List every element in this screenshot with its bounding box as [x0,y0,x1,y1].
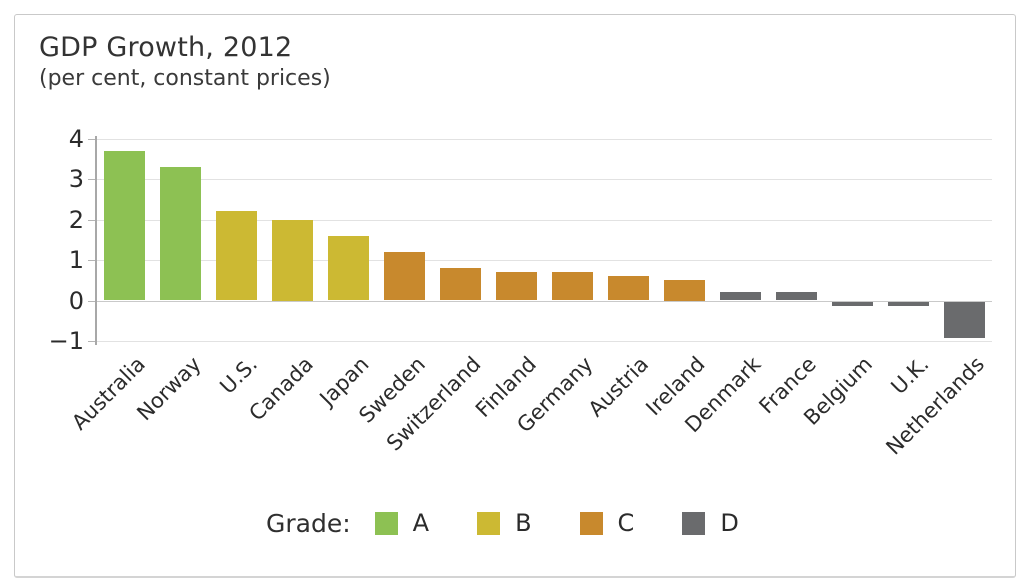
bar-austria [607,276,649,301]
bar-germany [551,272,593,301]
bar-norway [160,166,202,301]
bar-japan [328,235,370,301]
legend-item-grade-d: D [682,509,739,537]
y-tick-mark [88,138,97,140]
bar-u-k [887,301,929,306]
y-axis-tick-label: 2 [68,205,84,234]
legend-swatch-b [477,511,501,535]
legend-grade-label: D [720,509,739,537]
bar-ireland [663,280,705,301]
chart-subtitle: (per cent, constant prices) [39,66,331,91]
gridline-y0 [97,300,992,302]
y-tick-mark [88,219,97,221]
y-axis-tick-label: 3 [68,165,84,193]
x-axis-label: U.S. [215,352,262,399]
bar-france [775,292,817,301]
bar-belgium [831,301,873,306]
y-tick-mark [88,300,97,302]
x-axis-label: Australia [67,352,150,435]
legend-swatch-d [682,511,706,535]
legend-swatch-a [374,511,398,535]
legend-grade-label: C [617,509,635,537]
y-tick-mark [88,260,97,261]
legend-items: A B C D [374,509,787,537]
gridline-y1 [97,260,992,261]
legend-grade-label: A [412,509,430,537]
bar-netherlands [943,301,985,338]
legend-title: Grade: [266,508,351,538]
y-axis-line [95,135,97,345]
x-axis-label: Austria [583,352,654,422]
y-axis-tick-label: 4 [68,124,84,153]
bar-canada [272,219,314,301]
y-axis-tick-label: −1 [48,327,84,355]
bar-switzerland [440,268,482,301]
x-axis-label: Netherlands [881,352,990,460]
gridline-y3 [97,179,992,180]
legend-item-grade-a: A [374,509,430,537]
bar-u-s [216,211,258,301]
bar-denmark [719,292,761,301]
x-axis-label: U.K. [886,352,934,400]
gridline-y2 [97,219,992,221]
y-axis-tick-label: 0 [68,286,84,315]
legend-swatch-c [579,511,603,535]
bar-australia [104,150,146,301]
chart-title: GDP Growth, 2012 [39,32,293,63]
y-tick-mark [88,179,97,180]
legend-grade-label: B [515,509,532,537]
legend: Grade: A B C D [266,506,787,540]
gridline-y4 [97,138,992,140]
y-tick-mark [88,341,97,342]
y-axis-tick-label: 1 [68,246,84,274]
gridline-y-1 [97,341,992,342]
legend-item-grade-c: C [579,509,635,537]
bar-sweden [384,251,426,301]
bar-finland [496,272,538,301]
legend-item-grade-b: B [477,509,532,537]
